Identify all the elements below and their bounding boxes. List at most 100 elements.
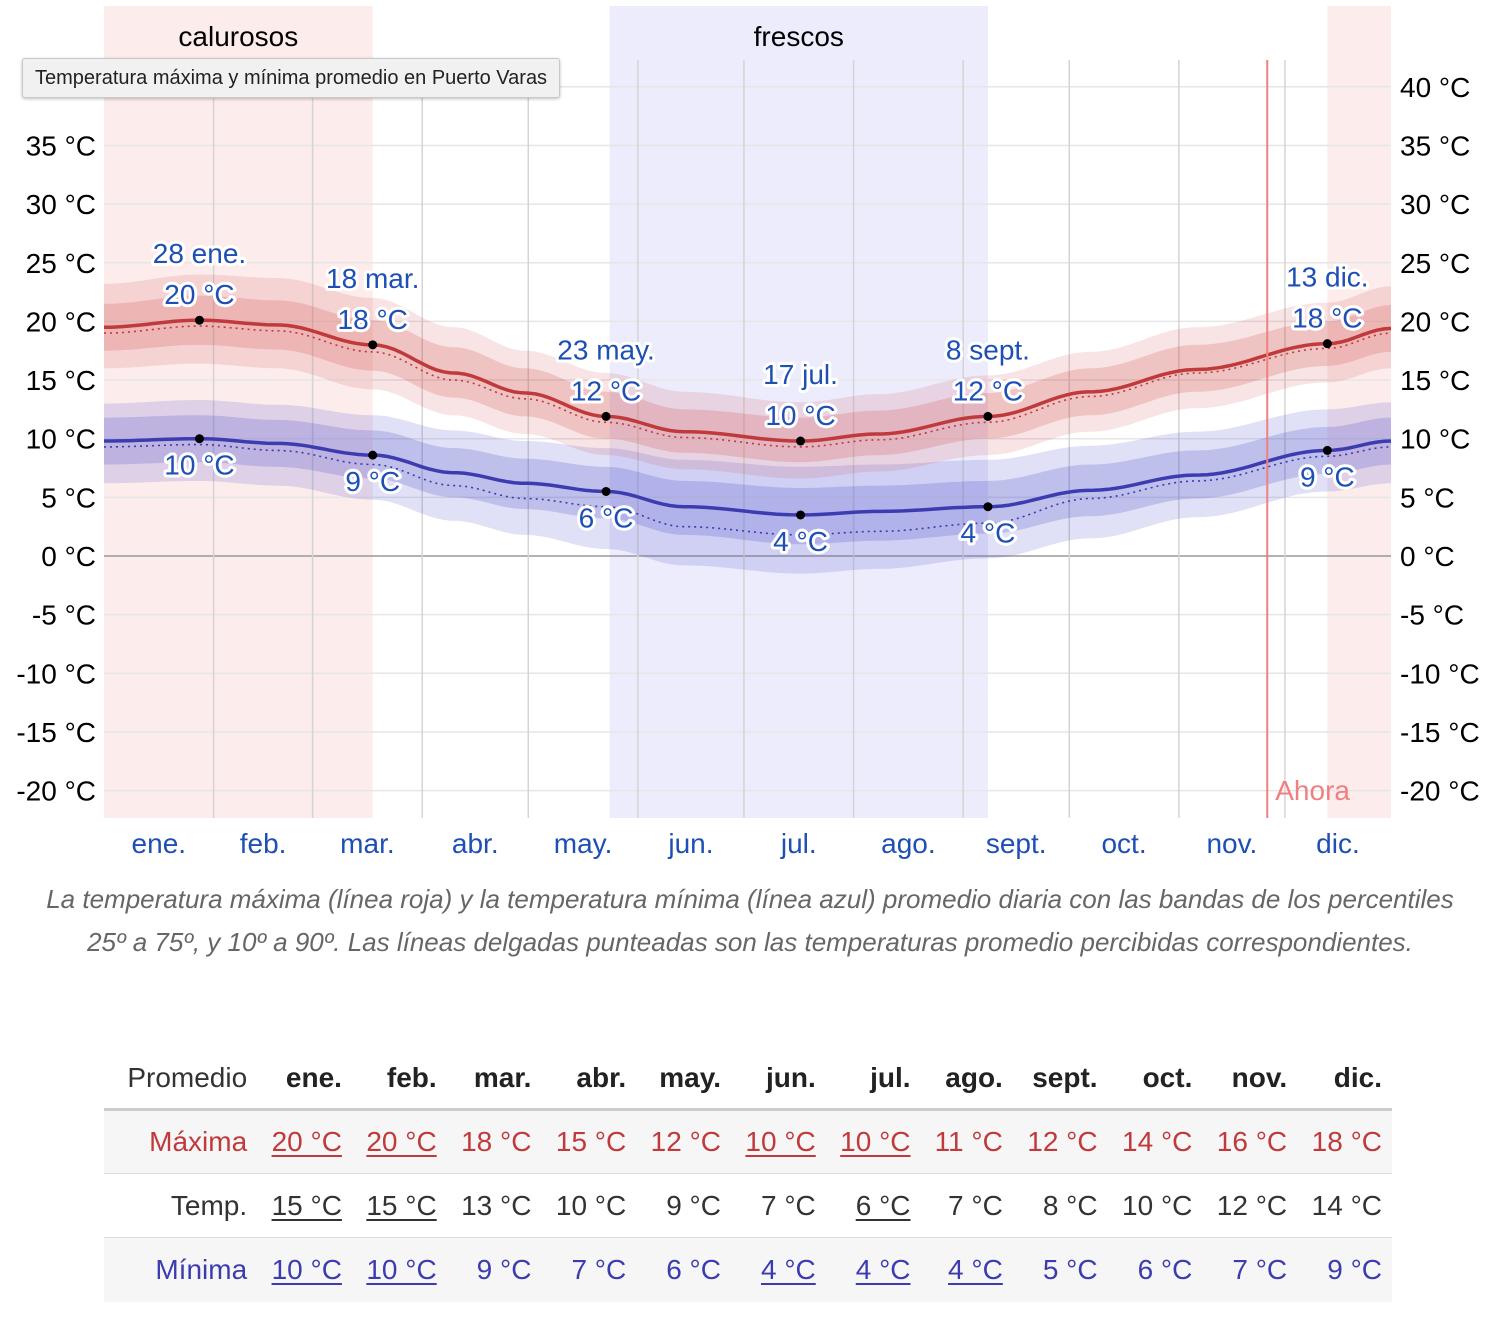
table-cell: 12 °C (1216, 1189, 1288, 1221)
annotation-temp: 9 °C (1300, 461, 1355, 492)
table-cell: 6 °C (666, 1253, 721, 1285)
table-cell-link[interactable]: 4 °C (948, 1253, 1003, 1285)
table-row: Máxima 20 °C 20 °C 18 °C 15 °C 12 °C 10 °C 10 °… (104, 1109, 1392, 1174)
series-lines (103, 318, 1392, 536)
y-tick-label-left: 30 °C (26, 189, 96, 220)
table-cell-link[interactable]: 6 °C (855, 1189, 911, 1221)
annotation-point (194, 434, 204, 444)
table-cell-link[interactable]: 10 °C (745, 1126, 816, 1157)
annotation-point (796, 436, 806, 446)
y-tick-label-left: 25 °C (26, 248, 96, 279)
table-cell[interactable]: 15 °C (257, 1174, 352, 1238)
table-row-label: Temp. (170, 1189, 248, 1221)
y-axis-right: -20 °C -15 °C -10 °C -5 °C 0 °C 5 °C 10 °C 15 °… (1400, 72, 1480, 807)
annotation-temp: 10 °C (765, 400, 835, 431)
y-tick-label-left: -15 °C (16, 717, 96, 748)
annotation-temp: 18 °C (338, 304, 408, 335)
y-tick-label-left: 35 °C (26, 130, 96, 161)
month-label: nov. (1206, 828, 1257, 859)
table-cell[interactable]: 10 °C (257, 1238, 352, 1302)
min-band-10-90 (104, 400, 1391, 574)
table-cell: 14 °C (1122, 1126, 1193, 1157)
table-cell[interactable]: 20 °C (257, 1110, 352, 1174)
annotation-date: 23 may. (557, 334, 655, 365)
monthly-averages-table: Promedio ene. feb. mar. abr. may. jun. jul. ago.… (104, 1048, 1392, 1302)
table-cell-link[interactable]: 15 °C (271, 1189, 342, 1221)
season-labels: calurosos frescos (178, 21, 843, 52)
table-cell: 13 °C (461, 1189, 532, 1221)
y-tick-label-left: -5 °C (32, 600, 96, 631)
month-label: abr. (452, 828, 499, 859)
now-label: Ahora (1275, 775, 1350, 806)
table-cell-link[interactable]: 10 °C (840, 1126, 911, 1157)
annotation-point (796, 510, 806, 520)
month-label: may. (554, 828, 613, 859)
month-label: mar. (340, 828, 394, 859)
table-cell: 15 °C (555, 1126, 627, 1157)
y-tick-label-left: 15 °C (26, 365, 96, 396)
table-header-row: Promedio ene. feb. mar. abr. may. jun. jul. ago.… (104, 1048, 1392, 1111)
table-cell-link[interactable]: 4 °C (760, 1253, 816, 1285)
y-tick-label-left: 5 °C (41, 482, 96, 513)
chart-caption: La temperatura máxima (línea roja) y la … (46, 884, 1454, 957)
max-line (103, 318, 1392, 443)
grid (104, 60, 1391, 818)
table-header-month: may. (636, 1048, 731, 1111)
month-label: sept. (986, 828, 1047, 859)
table-cell-link[interactable]: 4 °C (855, 1253, 911, 1285)
table-cell: 10 °C (555, 1189, 627, 1221)
y-tick-label-right: 5 °C (1400, 482, 1455, 513)
y-tick-label-right: 0 °C (1400, 541, 1455, 572)
table-cell[interactable]: 10 °C (731, 1110, 826, 1174)
table-row-label: Máxima (149, 1126, 248, 1157)
month-axis: ene. feb. mar. abr. may. jun. jul. ago. sept. oct… (132, 828, 1360, 859)
table-cell-link[interactable]: 20 °C (366, 1126, 437, 1157)
month-label: jul. (780, 828, 817, 859)
table-cell: 14 °C (1311, 1189, 1382, 1221)
table-cell-link[interactable]: 10 °C (271, 1253, 342, 1285)
table-cell[interactable]: 4 °C (731, 1238, 826, 1302)
annotation-date: 28 ene. (153, 238, 246, 269)
table-header-label: Promedio (104, 1048, 258, 1111)
table-cell[interactable]: 10 °C (352, 1238, 447, 1302)
min-line (104, 436, 1392, 517)
y-axis-left: -20 °C -15 °C -10 °C -5 °C 0 °C 5 °C 10 °C 15 °… (16, 72, 96, 807)
annotation-point (1322, 445, 1332, 455)
table-cell[interactable]: 20 °C (352, 1110, 447, 1174)
y-tick-label-right: 25 °C (1400, 248, 1470, 279)
table-cell: 5 °C (1042, 1253, 1098, 1285)
max-feels-line (103, 325, 1392, 448)
table-cell[interactable]: 15 °C (352, 1174, 447, 1238)
season-band (609, 6, 988, 818)
annotation-point (601, 411, 611, 421)
table-header-month: abr. (541, 1048, 637, 1111)
y-tick-label-right: -5 °C (1400, 600, 1464, 631)
annotation-temp: 9 °C (345, 466, 400, 497)
table-header-month: sept. (1012, 1048, 1108, 1111)
annotation-temp: 12 °C (953, 375, 1023, 406)
y-tick-label-right: -15 °C (1400, 717, 1480, 748)
y-tick-label-right: 35 °C (1400, 130, 1470, 161)
annotation-date: 8 sept. (946, 334, 1030, 365)
table-cell-link[interactable]: 20 °C (271, 1126, 342, 1157)
season-bands (104, 6, 1391, 818)
chart-tooltip: Temperatura máxima y mínima promedio en … (22, 58, 561, 98)
table-cell: 18 °C (1311, 1126, 1382, 1157)
y-tick-label-left: 10 °C (26, 424, 96, 455)
table-header-month: ago. (920, 1048, 1013, 1111)
table-cell[interactable]: 10 °C (826, 1110, 921, 1174)
table-cell: 6 °C (1137, 1253, 1193, 1285)
annotations: 28 ene. 20 °C 18 mar. 18 °C 23 may. 12 °C 17 j… (150, 235, 1372, 560)
table-cell[interactable]: 4 °C (826, 1238, 921, 1302)
now-marker: Ahora (1266, 60, 1350, 818)
table-header-month: feb. (351, 1048, 447, 1111)
table-cell[interactable]: 6 °C (826, 1174, 921, 1238)
table-cell: 8 °C (1042, 1189, 1098, 1221)
table-cell-link[interactable]: 15 °C (366, 1189, 437, 1221)
annotation-temp: 10 °C (164, 450, 234, 481)
table-cell-link[interactable]: 10 °C (366, 1253, 437, 1285)
table-cell: 11 °C (934, 1126, 1003, 1157)
table-cell: 7 °C (571, 1253, 627, 1285)
y-tick-label-right: 10 °C (1400, 424, 1470, 455)
table-cell[interactable]: 4 °C (921, 1238, 1013, 1302)
